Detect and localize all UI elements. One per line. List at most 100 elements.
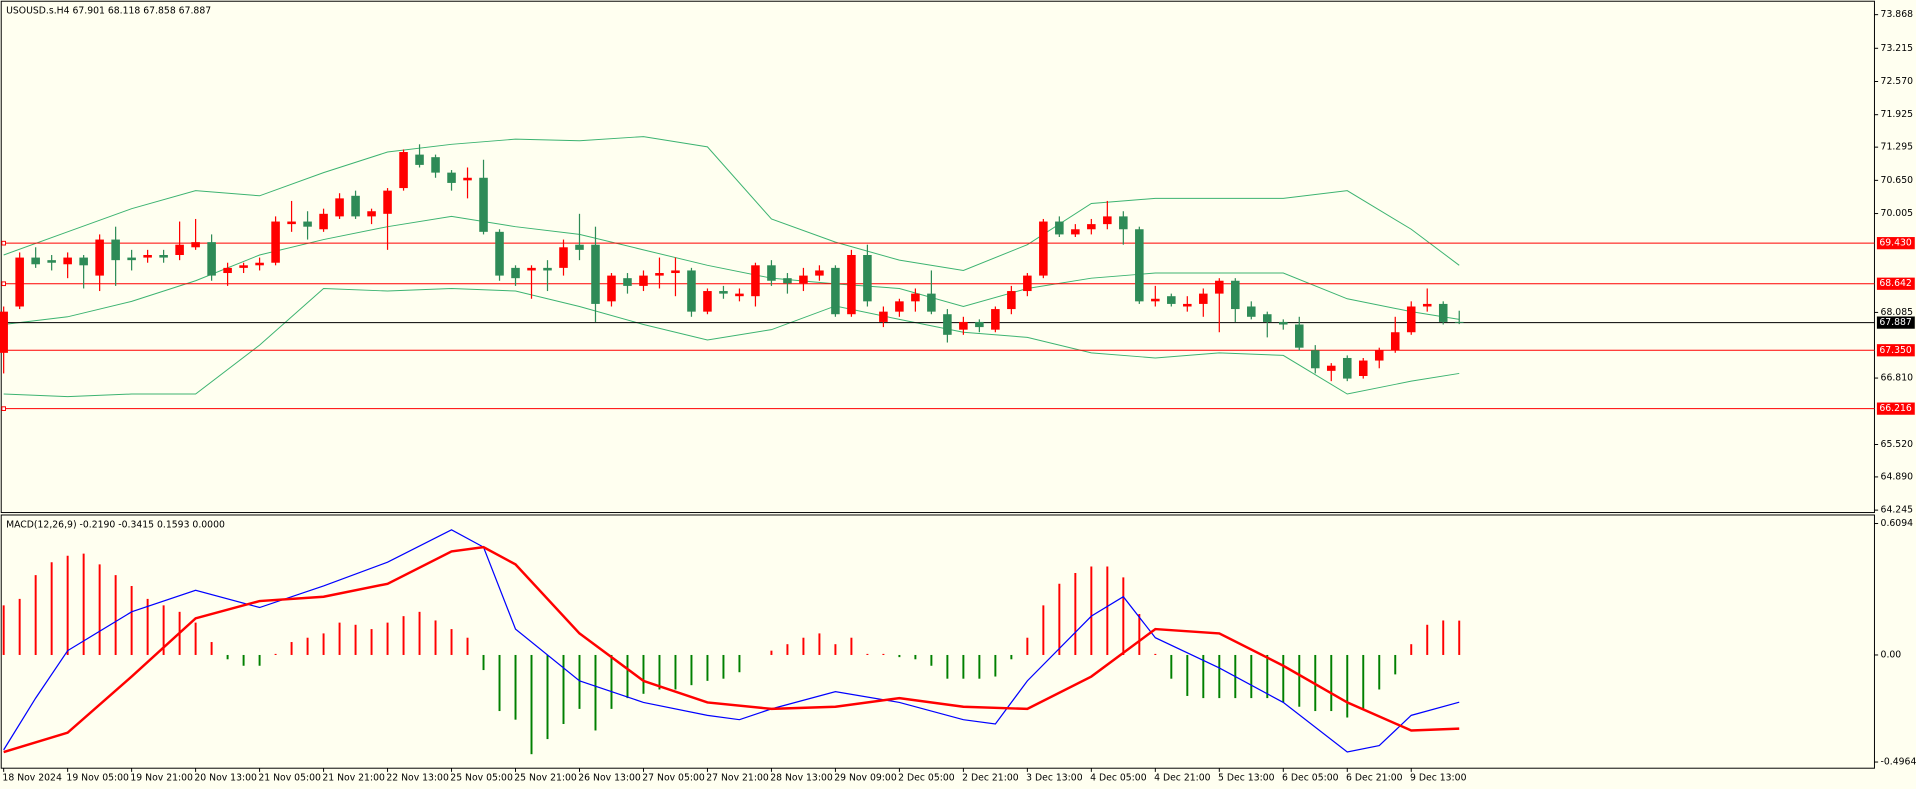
candle-body — [447, 172, 456, 183]
candle-body — [943, 314, 952, 335]
candle-body — [1231, 280, 1240, 310]
candle-body — [815, 270, 824, 276]
candle-body — [719, 291, 728, 294]
x-tick-label: 19 Nov 05:00 — [66, 772, 129, 783]
x-tick-label: 4 Dec 05:00 — [1090, 772, 1147, 783]
x-tick-label: 9 Dec 13:00 — [1410, 772, 1467, 783]
x-tick-label: 22 Nov 13:00 — [386, 772, 449, 783]
level-label: 67.350 — [1879, 345, 1912, 356]
candle-body — [1454, 321, 1464, 323]
candle-body — [111, 239, 120, 261]
macd-line — [3, 545, 1460, 754]
y-tick-label: -0.4964 — [1881, 757, 1916, 768]
level-label: 66.216 — [1879, 403, 1912, 414]
x-tick-label: 2 Dec 21:00 — [962, 772, 1019, 783]
candle-body — [527, 267, 536, 271]
y-tick-label: 64.890 — [1881, 471, 1914, 482]
x-tick-label: 19 Nov 21:00 — [130, 772, 193, 783]
last-price-label: 67.887 — [1879, 317, 1912, 328]
candle-body — [15, 257, 24, 307]
x-tick-label: 25 Nov 05:00 — [450, 772, 513, 783]
candle-body — [303, 221, 312, 227]
x-tick-label: 3 Dec 13:00 — [1026, 772, 1083, 783]
candle-body — [463, 177, 472, 181]
candle-body — [95, 239, 104, 276]
candle-body — [31, 257, 40, 265]
axis-layer: 73.868 73.215 72.570 71.925 71.295 70.650 70.0… — [2, 9, 1916, 783]
candle-body — [1279, 321, 1288, 325]
candle-body — [239, 265, 248, 268]
candle-body — [1247, 306, 1256, 317]
candle-body — [1358, 360, 1368, 376]
candle-body — [1103, 216, 1112, 225]
y-tick-label: 65.520 — [1881, 439, 1914, 450]
y-tick-label: 72.570 — [1881, 76, 1914, 87]
candle-body — [1183, 303, 1192, 307]
candle-body — [703, 291, 712, 312]
x-tick-label: 21 Nov 05:00 — [258, 772, 321, 783]
candle-body — [751, 265, 760, 297]
candle-body — [1071, 229, 1080, 235]
x-tick-label: 28 Nov 13:00 — [770, 772, 833, 783]
price-panel — [0, 0, 1875, 514]
x-tick-label: 29 Nov 09:00 — [834, 772, 897, 783]
candle-body — [1326, 365, 1336, 371]
candle-body — [1167, 296, 1176, 304]
candle-body — [671, 270, 680, 274]
candle-body — [335, 198, 344, 217]
candle-body — [0, 311, 8, 353]
candle-body — [1007, 291, 1016, 310]
candle-body — [207, 242, 216, 276]
candle-body — [927, 293, 936, 312]
candle-body — [799, 275, 808, 284]
candle-body — [1199, 293, 1208, 304]
candle-body — [783, 278, 792, 284]
candle-body — [687, 270, 696, 312]
candle-body — [879, 311, 888, 322]
candle-body — [1119, 216, 1128, 230]
candle-body — [1422, 303, 1432, 307]
candle-body — [383, 190, 392, 214]
x-tick-label: 21 Nov 21:00 — [322, 772, 385, 783]
x-tick-label: 18 Nov 2024 — [2, 772, 62, 783]
level-label-box — [1876, 237, 1915, 250]
candle-body — [319, 213, 328, 230]
candle-body — [1294, 324, 1304, 348]
candle-body — [399, 152, 408, 189]
candle-body — [1406, 306, 1416, 333]
candle-body — [47, 260, 56, 263]
level-marker — [1, 240, 6, 246]
price-layer — [0, 136, 1875, 411]
candle-body — [1390, 332, 1400, 351]
candle-body — [623, 278, 632, 286]
candle-body — [655, 273, 664, 276]
candle-body — [175, 244, 184, 256]
candle-body — [543, 267, 552, 271]
level-label-box — [1876, 277, 1915, 290]
candle-body — [191, 242, 200, 248]
x-tick-label: 26 Nov 13:00 — [578, 772, 641, 783]
candle-body — [271, 221, 280, 263]
level-label-box — [1876, 402, 1915, 415]
candle-body — [415, 154, 424, 165]
x-tick-label: 27 Nov 21:00 — [706, 772, 769, 783]
x-tick-label: 5 Dec 13:00 — [1218, 772, 1275, 783]
macd-panel — [0, 514, 1875, 769]
candle-body — [639, 275, 648, 286]
level-label: 69.430 — [1879, 238, 1912, 249]
x-tick-label: 6 Dec 05:00 — [1282, 772, 1339, 783]
level-marker — [1, 281, 6, 287]
candle-body — [127, 257, 136, 261]
candle-body — [1215, 280, 1224, 294]
last-price-box — [1876, 316, 1915, 329]
y-tick-label: 70.005 — [1881, 208, 1914, 219]
candle-body — [1087, 224, 1096, 230]
candle-body — [911, 293, 920, 302]
y-tick-label: 68.085 — [1881, 307, 1914, 318]
band-lower — [3, 287, 1460, 398]
x-tick-label: 27 Nov 05:00 — [642, 772, 705, 783]
candle-body — [975, 321, 984, 328]
candle-body — [143, 255, 152, 258]
